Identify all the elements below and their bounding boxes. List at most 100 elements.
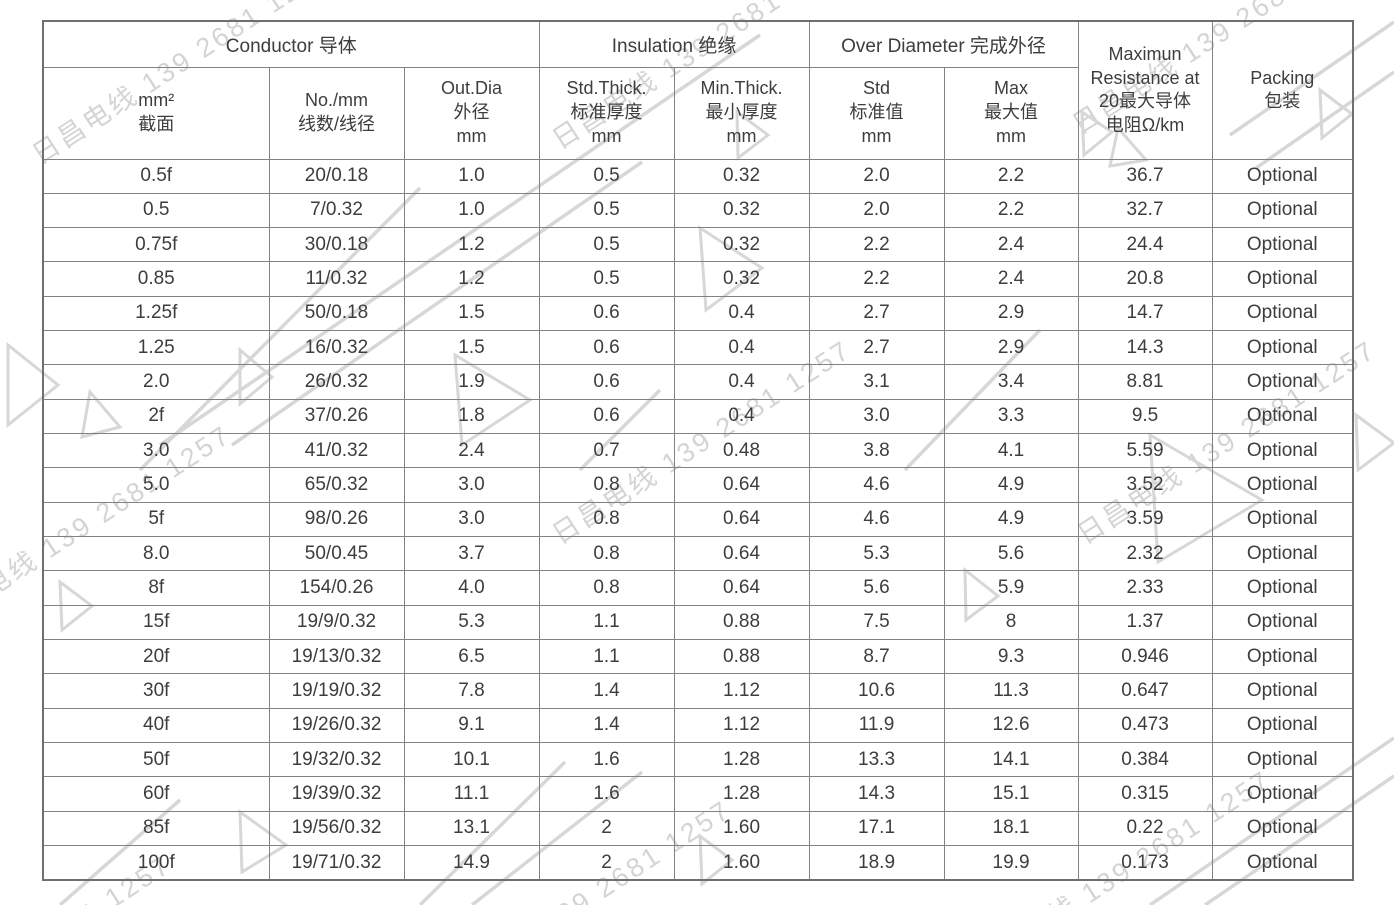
table-cell: 5.6 (808, 570, 945, 606)
table-cell: 4.9 (943, 467, 1079, 503)
table-cell: Optional (1211, 673, 1354, 709)
table-cell: 1.12 (673, 707, 810, 744)
table-cell: 0.32 (673, 192, 810, 229)
group-header-insulation: Insulation 绝缘 (538, 20, 810, 68)
table-cell: 0.64 (673, 570, 810, 606)
table-cell: 0.946 (1077, 639, 1213, 675)
table-cell: 0.6 (538, 398, 675, 435)
column-header-max: Max 最大值 mm (943, 66, 1079, 160)
table-cell: 14.3 (808, 776, 945, 812)
column-header-packing: Packing 包装 (1211, 20, 1354, 160)
table-cell: Optional (1211, 192, 1354, 229)
table-cell: Optional (1211, 604, 1354, 641)
table-cell: 0.32 (673, 227, 810, 263)
table-cell: 4.0 (403, 570, 540, 606)
table-cell: 11.3 (943, 673, 1079, 709)
table-cell: 0.4 (673, 398, 810, 435)
table-cell: 1.4 (538, 673, 675, 709)
table-cell: 8.81 (1077, 364, 1213, 400)
table-cell: 0.64 (673, 467, 810, 503)
table-cell: 2.2 (808, 261, 945, 297)
table-cell: 1.6 (538, 742, 675, 778)
table-cell: 14.1 (943, 742, 1079, 778)
table-header: Conductor 导体 Insulation 绝缘 Over Diameter… (42, 20, 1354, 160)
table-cell: 2.32 (1077, 536, 1213, 572)
table-cell: 18.1 (943, 810, 1079, 847)
table-cell: 1.6 (538, 776, 675, 812)
table-cell: 11/0.32 (268, 261, 405, 297)
table-cell: 24.4 (1077, 227, 1213, 263)
group-header-conductor: Conductor 导体 (42, 20, 540, 68)
table-cell: 0.5 (538, 158, 675, 194)
table-cell: 0.473 (1077, 707, 1213, 744)
table-row: 15f 19/9/0.32 5.3 1.1 0.88 7.5 8 1.37 Optional (42, 604, 1354, 641)
table-cell: 1.37 (1077, 604, 1213, 641)
table-cell: 5.6 (943, 536, 1079, 572)
table-cell: 30f (42, 673, 270, 709)
table-cell: 0.6 (538, 295, 675, 332)
table-cell: 7/0.32 (268, 192, 405, 229)
table-cell: 19/13/0.32 (268, 639, 405, 675)
table-cell: Optional (1211, 261, 1354, 297)
table-cell: 4.1 (943, 433, 1079, 469)
column-header-std: Std 标准值 mm (808, 66, 945, 160)
table-cell: Optional (1211, 536, 1354, 572)
table-row: 5.0 65/0.32 3.0 0.8 0.64 4.6 4.9 3.52 Optional (42, 467, 1354, 503)
table-row: 30f 19/19/0.32 7.8 1.4 1.12 10.6 11.3 0.647 Opti… (42, 673, 1354, 709)
table-cell: Optional (1211, 467, 1354, 503)
table-cell: 50/0.18 (268, 295, 405, 332)
table-cell: 0.6 (538, 330, 675, 366)
table-cell: 13.1 (403, 810, 540, 847)
table-cell: 0.48 (673, 433, 810, 469)
table-cell: 20.8 (1077, 261, 1213, 297)
table-row: 0.85 11/0.32 1.2 0.5 0.32 2.2 2.4 20.8 Optional (42, 261, 1354, 297)
table-cell: Optional (1211, 810, 1354, 847)
table-cell: 0.8 (538, 570, 675, 606)
table-cell: 50/0.45 (268, 536, 405, 572)
table-cell: 1.9 (403, 364, 540, 400)
table-cell: 0.64 (673, 536, 810, 572)
table-cell: 50f (42, 742, 270, 778)
table-cell: Optional (1211, 776, 1354, 812)
table-cell: 5.3 (808, 536, 945, 572)
table-cell: 3.0 (42, 433, 270, 469)
table-cell: 9.1 (403, 707, 540, 744)
table-cell: 1.1 (538, 604, 675, 641)
table-cell: 18.9 (808, 845, 945, 881)
column-header-std-thick: Std.Thick. 标准厚度 mm (538, 66, 675, 160)
table-cell: Optional (1211, 570, 1354, 606)
table-row: 1.25f 50/0.18 1.5 0.6 0.4 2.7 2.9 14.7 Optional (42, 295, 1354, 332)
table-cell: Optional (1211, 227, 1354, 263)
table-cell: Optional (1211, 330, 1354, 366)
table-row: 100f 19/71/0.32 14.9 2 1.60 18.9 19.9 0.173 Opti… (42, 845, 1354, 881)
table-cell: 15f (42, 604, 270, 641)
table-cell: Optional (1211, 364, 1354, 400)
table-cell: 0.5 (538, 192, 675, 229)
table-cell: 1.0 (403, 158, 540, 194)
table-cell: 2 (538, 810, 675, 847)
column-header-out-dia: Out.Dia 外径 mm (403, 66, 540, 160)
column-header-max-resistance: Maximun Resistance at 20最大导体 电阻Ω/km (1077, 20, 1213, 160)
table-row: 2f 37/0.26 1.8 0.6 0.4 3.0 3.3 9.5 Optional (42, 398, 1354, 435)
table-cell: 3.8 (808, 433, 945, 469)
table-cell: 1.2 (403, 227, 540, 263)
table-cell: 37/0.26 (268, 398, 405, 435)
table-cell: 12.6 (943, 707, 1079, 744)
table-row: 85f 19/56/0.32 13.1 2 1.60 17.1 18.1 0.22 Option… (42, 810, 1354, 847)
table-cell: 32.7 (1077, 192, 1213, 229)
table-cell: 19/19/0.32 (268, 673, 405, 709)
table-row: 0.5 7/0.32 1.0 0.5 0.32 2.0 2.2 32.7 Optional (42, 192, 1354, 229)
table-cell: 0.7 (538, 433, 675, 469)
table-cell: 1.25 (42, 330, 270, 366)
table-cell: 14.7 (1077, 295, 1213, 332)
table-cell: 8.0 (42, 536, 270, 572)
table-row: 8.0 50/0.45 3.7 0.8 0.64 5.3 5.6 2.32 Optional (42, 536, 1354, 572)
table-cell: 1.1 (538, 639, 675, 675)
table-row: 60f 19/39/0.32 11.1 1.6 1.28 14.3 15.1 0.315 Opt… (42, 776, 1354, 812)
table-cell: 3.0 (808, 398, 945, 435)
table-cell: Optional (1211, 295, 1354, 332)
table-cell: 3.4 (943, 364, 1079, 400)
table-cell: 0.315 (1077, 776, 1213, 812)
table-cell: 3.3 (943, 398, 1079, 435)
table-row: 8f 154/0.26 4.0 0.8 0.64 5.6 5.9 2.33 Optional (42, 570, 1354, 606)
